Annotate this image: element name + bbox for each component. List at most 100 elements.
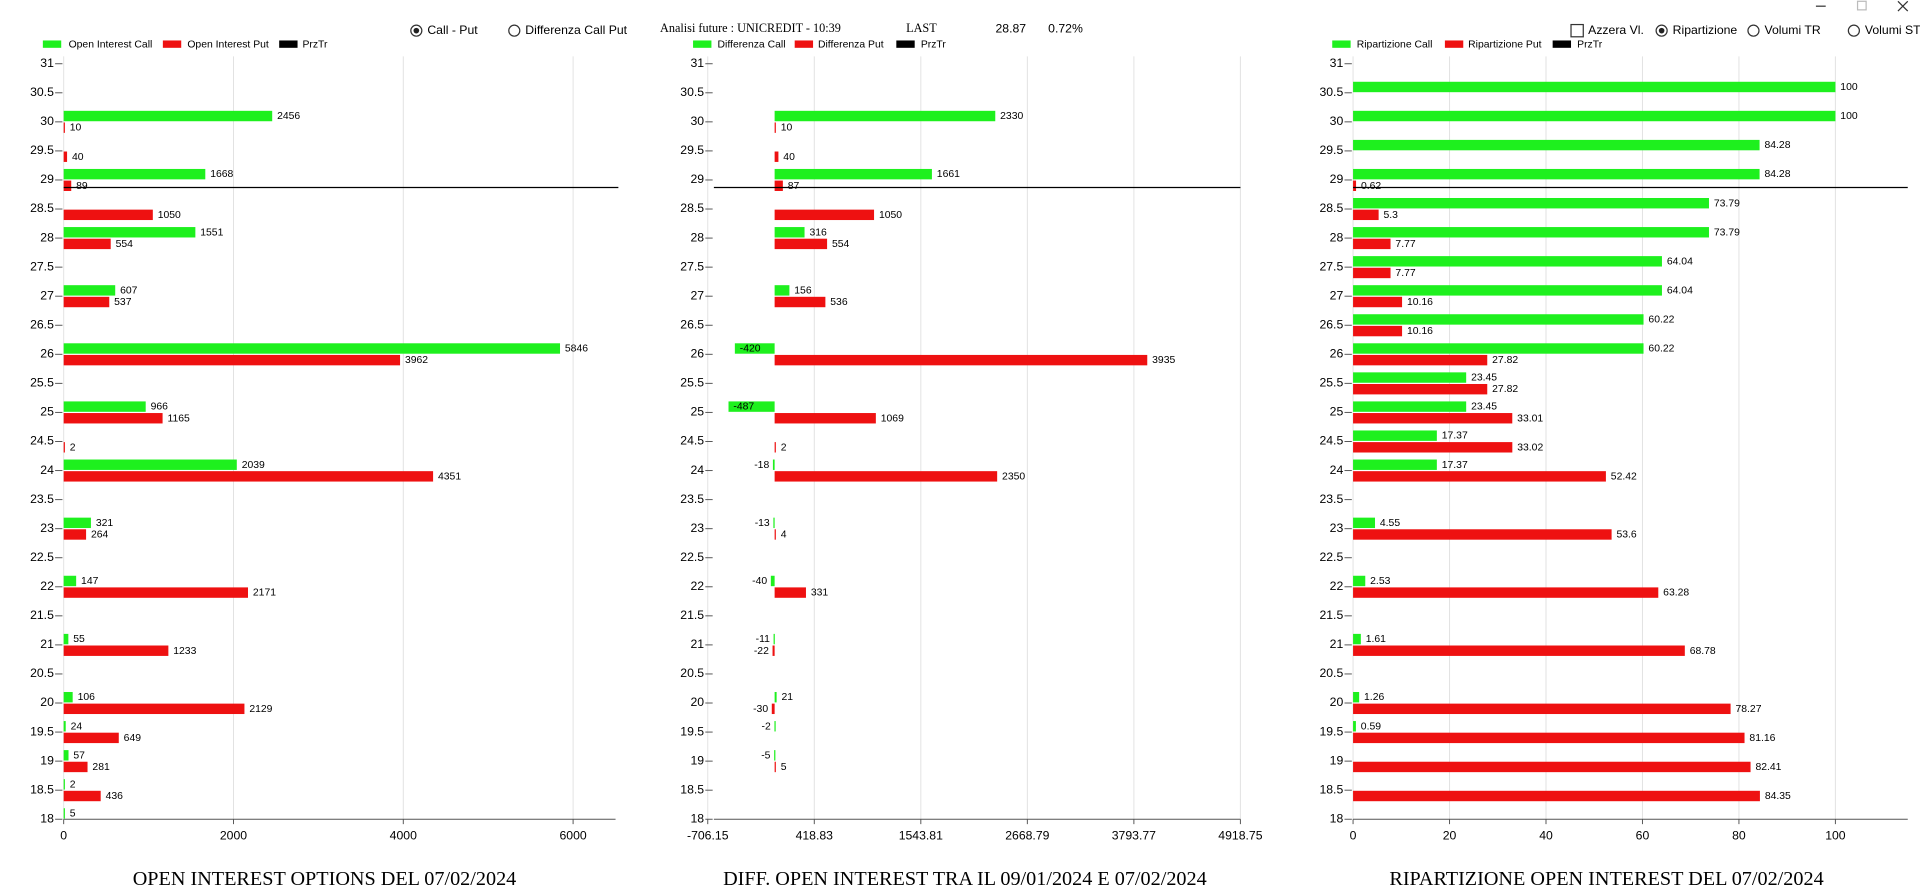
y-tick-label: 19.5 <box>30 724 54 738</box>
last-label: LAST <box>906 21 937 35</box>
option-label[interactable]: Azzera Vl. <box>1588 23 1644 37</box>
value-label: 10.16 <box>1407 326 1433 337</box>
x-tick-label: 20 <box>1443 829 1457 843</box>
y-tick-label: 21 <box>40 637 54 651</box>
value-label: -11 <box>756 634 770 645</box>
value-label: 281 <box>92 762 110 773</box>
x-tick-label: 40 <box>1539 829 1553 843</box>
bar <box>770 575 775 587</box>
y-tick-label: 22.5 <box>30 550 54 564</box>
y-tick-label: 24 <box>40 463 54 477</box>
bar <box>774 285 790 296</box>
y-tick-label: 18.5 <box>1319 782 1343 796</box>
bar <box>774 750 776 761</box>
y-tick-label: 26 <box>690 347 704 361</box>
y-tick-label: 27 <box>690 288 704 302</box>
value-label: 537 <box>114 297 132 308</box>
bar <box>774 761 776 773</box>
y-tick-label: 24 <box>1330 463 1344 477</box>
option-label[interactable]: Ripartizione <box>1673 23 1738 37</box>
bar <box>1353 732 1745 744</box>
close-button[interactable] <box>1897 0 1909 12</box>
y-tick-label: 31 <box>40 56 54 70</box>
bar <box>1353 110 1836 122</box>
value-label: 87 <box>788 181 800 192</box>
bar <box>1353 401 1467 412</box>
radio-button[interactable] <box>1747 24 1760 37</box>
value-label: 156 <box>794 285 812 296</box>
value-label: 1.26 <box>1364 692 1384 703</box>
value-label: -13 <box>755 518 770 529</box>
y-tick-label: 31 <box>690 56 704 70</box>
x-tick-label: 4918.75 <box>1218 829 1262 843</box>
bar <box>1353 285 1662 296</box>
y-tick-label: 21.5 <box>680 608 704 622</box>
legend-swatch <box>794 40 814 48</box>
bar <box>774 354 1148 366</box>
radio-button[interactable] <box>508 24 521 37</box>
legend-swatch <box>1332 40 1351 48</box>
mode-label[interactable]: Differenza Call Put <box>525 23 627 37</box>
value-label: 64.04 <box>1667 285 1693 296</box>
value-label: 27.82 <box>1492 355 1518 366</box>
value-label: 84.35 <box>1765 791 1791 802</box>
y-tick-label: 30 <box>40 114 54 128</box>
y-tick-label: 29 <box>1330 172 1344 186</box>
value-label: 2171 <box>253 588 276 599</box>
radio-button[interactable] <box>1847 24 1860 37</box>
bar <box>1353 209 1379 221</box>
option-label[interactable]: Volumi ST <box>1865 23 1920 37</box>
y-tick-label: 18 <box>690 811 704 825</box>
value-label: 1.61 <box>1366 634 1386 645</box>
y-tick-label: 23 <box>40 521 54 535</box>
bar <box>1353 761 1751 773</box>
y-tick-label: 28.5 <box>1319 201 1343 215</box>
bar <box>63 808 65 819</box>
value-label: 1050 <box>158 210 181 221</box>
value-label: 24 <box>71 721 83 732</box>
bar <box>63 442 65 453</box>
price-change: 0.72% <box>1048 22 1083 36</box>
x-tick-label: 6000 <box>559 829 586 843</box>
y-tick-label: 22 <box>690 579 704 593</box>
bar <box>63 779 65 790</box>
value-label: 436 <box>106 791 124 802</box>
bar <box>774 587 806 598</box>
option-label[interactable]: Volumi TR <box>1764 23 1820 37</box>
value-label: 1661 <box>937 169 960 180</box>
x-tick-label: 418.83 <box>796 829 834 843</box>
y-tick-label: 20 <box>690 695 704 709</box>
value-label: 321 <box>96 518 114 529</box>
y-tick-label: 25.5 <box>30 376 54 390</box>
value-label: 89 <box>76 181 88 192</box>
bar <box>774 168 932 180</box>
value-label: 0.59 <box>1361 721 1381 732</box>
maximize-button[interactable] <box>1856 0 1867 11</box>
x-tick-label: -706.15 <box>687 829 729 843</box>
x-tick-label: 80 <box>1732 829 1746 843</box>
value-label: 106 <box>78 692 96 703</box>
bar <box>1353 383 1488 395</box>
y-tick-label: 23 <box>690 521 704 535</box>
value-label: 60.22 <box>1648 344 1674 355</box>
bar <box>1353 296 1403 308</box>
y-tick-label: 27 <box>1330 288 1344 302</box>
y-tick-label: 27.5 <box>680 259 704 273</box>
bar <box>774 227 805 238</box>
y-tick-label: 29 <box>690 172 704 186</box>
bar <box>63 151 68 162</box>
checkbox[interactable] <box>1570 23 1584 38</box>
bar <box>774 110 996 122</box>
value-label: 84.28 <box>1764 140 1790 151</box>
mode-label[interactable]: Call - Put <box>427 23 478 37</box>
y-tick-label: 30 <box>1330 114 1344 128</box>
bar <box>774 413 876 424</box>
bar <box>1353 238 1391 250</box>
bar <box>1353 180 1357 191</box>
bar <box>63 633 69 645</box>
legend-swatch <box>896 40 915 48</box>
y-tick-label: 30.5 <box>680 85 704 99</box>
bar <box>63 296 110 308</box>
bar <box>1353 139 1760 151</box>
